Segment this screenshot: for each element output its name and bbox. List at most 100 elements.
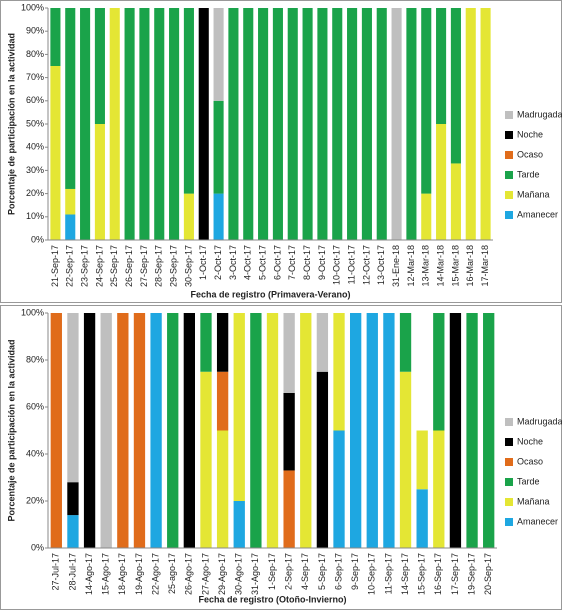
y-tick-label: 30% bbox=[26, 165, 44, 175]
bar-segment bbox=[67, 482, 79, 516]
bar-segment bbox=[436, 8, 447, 124]
x-tick-label: 5-Sep-17 bbox=[317, 553, 327, 590]
x-tick-label: 4-Sep-17 bbox=[300, 553, 310, 590]
bar-segment bbox=[399, 371, 412, 548]
x-tick-label: 17-Sep-17 bbox=[450, 553, 460, 595]
x-tick-label: 20-Sep-17 bbox=[483, 553, 493, 595]
legend-label: Amanecer bbox=[517, 516, 558, 526]
bar-segment bbox=[349, 313, 362, 548]
legend-label: Madrugada bbox=[517, 416, 562, 426]
bar-segment bbox=[124, 8, 135, 240]
bar-segment bbox=[94, 8, 105, 124]
bar-segment bbox=[100, 313, 112, 548]
x-tick-label: 31-Ago-17 bbox=[250, 553, 260, 595]
bar-segment bbox=[67, 313, 79, 483]
x-tick-label: 11-Oct-17 bbox=[346, 245, 356, 284]
bar-segment bbox=[233, 501, 245, 548]
bar-segment bbox=[283, 470, 295, 548]
legend-swatch bbox=[505, 478, 513, 486]
y-tick-label: 20% bbox=[26, 188, 44, 198]
legend-label: Ocaso bbox=[517, 149, 543, 159]
bar-segment bbox=[216, 430, 229, 548]
bar-segment bbox=[333, 430, 345, 548]
bar-segment bbox=[383, 313, 395, 548]
bar-segment bbox=[183, 313, 196, 548]
bar-segment bbox=[50, 8, 61, 66]
legend-label: Noche bbox=[517, 436, 543, 446]
legend-swatch bbox=[505, 438, 513, 446]
bar-segment bbox=[154, 8, 165, 240]
bar-segment bbox=[198, 8, 209, 240]
bar-segment bbox=[200, 313, 212, 372]
legend-label: Mañana bbox=[517, 496, 550, 506]
bar-segment bbox=[228, 8, 239, 240]
x-tick-label: 29-Sep-17 bbox=[168, 245, 178, 287]
bar-segment bbox=[433, 313, 445, 431]
x-tick-label: 1-Oct-17 bbox=[198, 245, 208, 280]
bar-segment bbox=[449, 313, 462, 548]
legend-label: Mañana bbox=[517, 189, 550, 199]
bar-segment bbox=[94, 124, 105, 240]
x-tick-label: 8-Oct-17 bbox=[302, 245, 312, 280]
x-tick-label: 24-Sep-17 bbox=[94, 245, 104, 287]
x-tick-label: 2-Oct-17 bbox=[213, 245, 223, 280]
x-tick-label: 13-Oct-17 bbox=[376, 245, 386, 285]
bar-segment bbox=[366, 313, 378, 548]
x-tick-label: 28-Jul-17 bbox=[67, 553, 77, 591]
x-tick-label: 14-Ago-17 bbox=[84, 553, 94, 595]
legend-label: Noche bbox=[517, 129, 543, 139]
x-tick-label: 3-Oct-17 bbox=[228, 245, 238, 280]
bar-segment bbox=[421, 8, 432, 194]
bar-segment bbox=[302, 8, 313, 240]
bar-segment bbox=[65, 214, 76, 240]
bar-segment bbox=[300, 313, 312, 548]
bar-segment bbox=[465, 8, 476, 240]
y-tick-label: 10% bbox=[26, 211, 44, 221]
legend-swatch bbox=[505, 518, 513, 526]
x-tick-label: 27-Ago-17 bbox=[200, 553, 210, 595]
x-axis-title: Fecha de registro (Primavera-Verano) bbox=[190, 289, 350, 299]
legend-swatch bbox=[505, 191, 513, 199]
bar-segment bbox=[399, 313, 412, 372]
x-tick-label: 27-Sep-17 bbox=[139, 245, 149, 287]
bar-segment bbox=[283, 313, 295, 393]
x-tick-label: 7-Oct-17 bbox=[287, 245, 297, 280]
legend-label: Tarde bbox=[517, 476, 540, 486]
bar-segment bbox=[109, 8, 120, 240]
x-tick-label: 15-Mar-18 bbox=[450, 245, 460, 287]
x-tick-label: 29-Ago-17 bbox=[217, 553, 227, 595]
x-tick-label: 25-Sep-17 bbox=[109, 245, 119, 287]
bar-segment bbox=[167, 313, 179, 548]
y-tick-label: 0% bbox=[31, 234, 44, 244]
y-tick-label: 80% bbox=[26, 49, 44, 59]
bar-segment bbox=[216, 313, 229, 372]
x-tick-label: 21-Sep-17 bbox=[50, 245, 60, 287]
y-tick-label: 60% bbox=[26, 401, 44, 411]
legend-swatch bbox=[505, 111, 513, 119]
bar-segment bbox=[266, 313, 279, 548]
bar-segment bbox=[283, 392, 295, 471]
bar-segment bbox=[347, 8, 358, 240]
x-tick-label: 16-Sep-17 bbox=[433, 553, 443, 595]
legend-label: Madrugada bbox=[517, 109, 562, 119]
bar-segment bbox=[213, 8, 224, 101]
bar-segment bbox=[316, 371, 329, 548]
x-tick-label: 19-Sep-17 bbox=[466, 553, 476, 595]
x-tick-label: 30-Ago-17 bbox=[234, 553, 244, 595]
y-tick-label: 40% bbox=[26, 448, 44, 458]
x-tick-label: 9-Oct-17 bbox=[317, 245, 327, 280]
x-tick-label: 26-Sep-17 bbox=[124, 245, 134, 287]
x-tick-label: 27-Jul-17 bbox=[51, 553, 61, 591]
x-tick-label: 15-Ago-17 bbox=[101, 553, 111, 595]
bar-segment bbox=[316, 313, 329, 372]
bar-segment bbox=[317, 8, 328, 240]
legend-swatch bbox=[505, 151, 513, 159]
legend-swatch bbox=[505, 458, 513, 466]
bar-segment bbox=[332, 8, 343, 240]
bar-segment bbox=[183, 8, 194, 194]
x-tick-label: 6-Oct-17 bbox=[272, 245, 282, 280]
x-tick-label: 9-Sep-17 bbox=[350, 553, 360, 590]
bar-segment bbox=[216, 371, 229, 431]
